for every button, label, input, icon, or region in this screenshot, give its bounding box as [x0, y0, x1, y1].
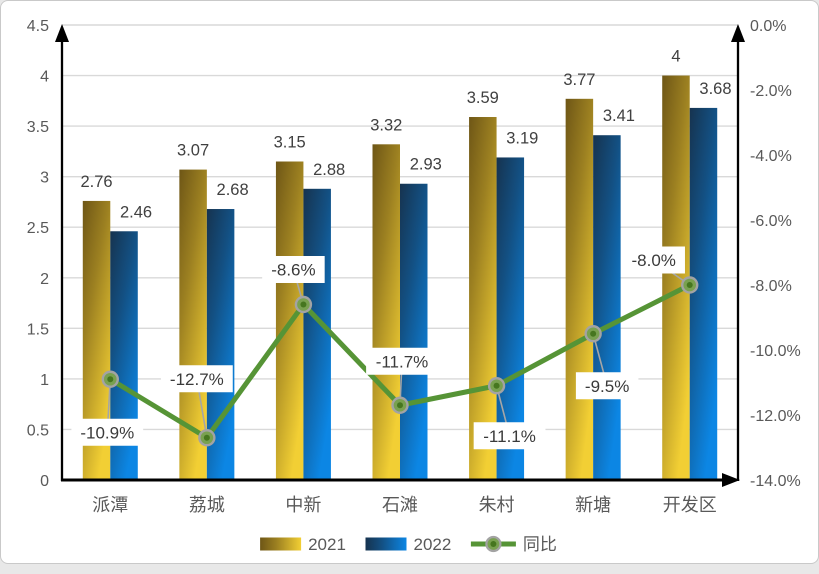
category-label-新塘: 新塘 [575, 495, 611, 515]
bar-2022-开发区[interactable] [689, 107, 718, 481]
bar-value-label-2022-朱村: 3.19 [506, 129, 538, 147]
right-tick-label: 0.0% [750, 18, 786, 35]
bar-value-label-2022-荔城: 2.68 [217, 181, 249, 199]
right-tick-label: -10.0% [750, 343, 801, 360]
axes [55, 24, 745, 487]
category-label-中新: 中新 [285, 495, 321, 515]
right-tick-label: -8.0% [750, 278, 792, 295]
bar-value-label-2021-石滩: 3.32 [370, 116, 402, 134]
bar-value-label-2021-荔城: 3.07 [177, 142, 209, 160]
bar-series: 2.76 3.07 3.15 3.32 3.59 3.77 4 2.46 2.68 2.88 2.9… [80, 48, 732, 481]
right-tick-label: -4.0% [750, 148, 792, 165]
bar-value-label-2021-朱村: 3.59 [467, 89, 499, 107]
legend-label-2021: 2021 [308, 535, 346, 554]
left-tick-label: 0.5 [27, 422, 49, 439]
left-tick-label: 2.5 [27, 220, 49, 237]
bar-value-label-2022-新塘: 3.41 [603, 107, 635, 125]
data-label-box [473, 422, 546, 450]
legend-label-同比: 同比 [523, 535, 557, 554]
legend-item-同比[interactable]: 同比 [470, 535, 557, 554]
left-tick-label: 4.5 [27, 18, 49, 35]
bar-value-label-2021-派潭: 2.76 [80, 173, 112, 191]
legend: 2021 2022 同比 [260, 535, 557, 554]
line-value-label-派潭: -10.9% [80, 423, 134, 442]
marker-center-dot [493, 382, 500, 389]
bar-value-label-2021-开发区: 4 [671, 48, 680, 66]
category-label-派潭: 派潭 [92, 495, 128, 515]
legend-item-2021[interactable]: 2021 [260, 535, 346, 554]
bottom-axis-arrow-icon [722, 473, 740, 487]
marker-center-dot [107, 376, 114, 383]
data-label-box [575, 372, 639, 400]
line-value-label-荔城: -12.7% [170, 370, 224, 389]
bar-value-label-2021-新塘: 3.77 [563, 71, 595, 89]
bar-value-label-2022-中新: 2.88 [313, 161, 345, 179]
marker-center-dot [300, 301, 307, 308]
data-label-box [622, 246, 685, 274]
bar-value-label-2021-中新: 3.15 [274, 134, 306, 152]
left-tick-label: 3 [40, 170, 49, 187]
category-axis-labels: 派潭 荔城 中新 石滩 朱村 新塘 开发区 [92, 495, 716, 515]
legend-item-2022[interactable]: 2022 [365, 535, 452, 554]
right-tick-label: -14.0% [750, 473, 801, 490]
bar-2022-中新[interactable] [303, 188, 331, 481]
marker-center-dot [397, 402, 403, 409]
category-label-开发区: 开发区 [663, 495, 717, 515]
marker-center-dot [686, 282, 693, 288]
left-tick-label: 1.5 [27, 321, 49, 338]
legend-swatch-2021 [260, 537, 302, 551]
left-tick-label: 2 [40, 271, 49, 288]
bar-value-label-2022-开发区: 3.68 [699, 80, 731, 98]
line-value-label-中新: -8.6% [271, 261, 315, 280]
right-axis-tick-labels: 0.0% -2.0% -4.0% -6.0% -8.0% -10.0% -12.0% -14.… [750, 18, 801, 490]
right-tick-label: -6.0% [750, 213, 792, 230]
category-label-朱村: 朱村 [479, 495, 515, 515]
category-label-石滩: 石滩 [382, 495, 418, 515]
data-label-box [262, 256, 325, 283]
marker-center-dot [203, 434, 210, 441]
left-tick-label: 1 [40, 372, 49, 389]
bar-2021-朱村[interactable] [469, 117, 497, 480]
bar-2021-新塘[interactable] [565, 98, 594, 481]
right-tick-label: -2.0% [750, 83, 792, 100]
legend-swatch-2022 [365, 537, 407, 551]
legend-label-2022: 2022 [414, 535, 452, 554]
bar-value-label-2022-派潭: 2.46 [120, 203, 152, 221]
line-value-label-朱村: -11.1% [483, 427, 536, 446]
right-tick-label: -12.0% [750, 408, 801, 425]
category-label-荔城: 荔城 [189, 495, 225, 515]
bar-value-label-2022-石滩: 2.93 [410, 156, 442, 174]
data-label-box [71, 418, 144, 446]
left-tick-label: 3.5 [27, 119, 49, 136]
right-axis-arrow-icon [731, 24, 745, 42]
left-axis-tick-labels: 0 0.5 1 1.5 2 2.5 3 3.5 4 4.5 [27, 18, 49, 490]
line-value-label-石滩: -11.7% [376, 352, 429, 371]
left-tick-label: 0 [40, 473, 49, 490]
data-label-box [160, 365, 233, 393]
line-value-label-开发区: -8.0% [632, 251, 676, 270]
line-markers [101, 276, 699, 447]
marker-center-dot [590, 330, 597, 337]
legend-marker-dot [490, 541, 497, 547]
bar-2022-新塘[interactable] [593, 135, 621, 480]
bar-2021-石滩[interactable] [372, 144, 401, 481]
left-axis-arrow-icon [55, 24, 69, 42]
bar-2022-石滩[interactable] [400, 183, 428, 480]
line-value-label-新塘: -9.5% [585, 377, 629, 396]
line-data-labels: -10.9% -12.7% -8.6% -11.7% -11.1% -9.5% -8.0% [71, 246, 691, 450]
left-tick-label: 4 [40, 69, 49, 86]
data-label-box [366, 347, 438, 375]
